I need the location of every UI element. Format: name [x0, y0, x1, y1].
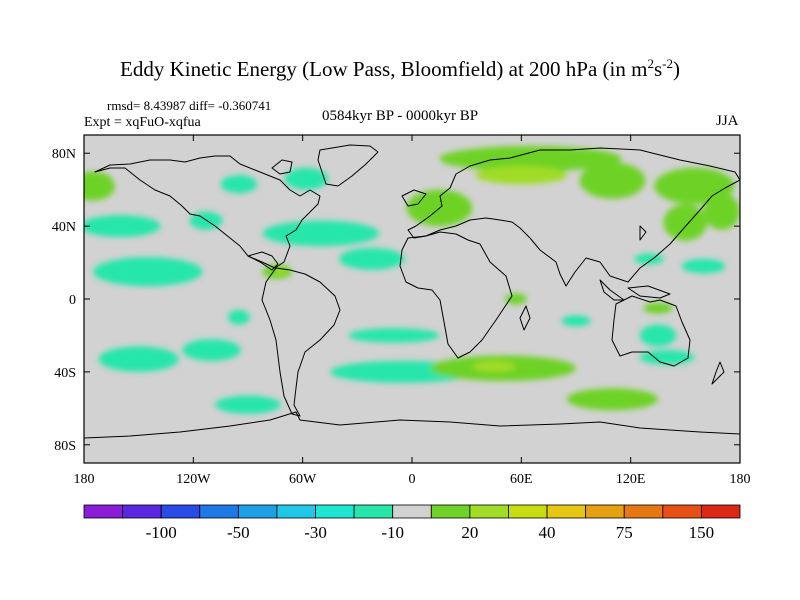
coastlines — [84, 144, 740, 439]
stats-label: rmsd= 8.43987 diff= -0.360741 — [107, 98, 272, 113]
colorbar-box — [237, 504, 278, 519]
chart-title: Eddy Kinetic Energy (Low Pass, Bloomfiel… — [120, 56, 680, 81]
colorbar-box — [546, 504, 587, 519]
anomaly-region-siberia-core — [475, 165, 567, 185]
x-tick-label: 60W — [289, 472, 317, 487]
anomaly-region-e-pacific — [93, 257, 203, 287]
anomaly-region-w-pacific-trop2 — [634, 253, 664, 265]
colorbar-box — [430, 504, 471, 519]
colorbar-box — [353, 504, 394, 519]
x-tick-label: 180 — [730, 472, 751, 487]
anomaly-region-indian-s2 — [566, 388, 658, 411]
axes: 180 120W 60W 0 60E 120E 180 80N 40N 0 40S 80S — [52, 135, 751, 487]
anomaly-region-indian-mid — [561, 315, 591, 327]
colorbar-box — [160, 504, 201, 519]
colorbar-box — [83, 504, 123, 519]
anomaly-region-hudson — [284, 167, 329, 190]
anomaly-region-s-america-c — [227, 309, 250, 325]
colorbar-box — [585, 504, 625, 519]
anomaly-region-caribbean-yellow — [275, 268, 287, 276]
colorbar-label: -50 — [227, 523, 250, 542]
anomaly-region-s-chile — [215, 395, 281, 414]
colorbar-box — [392, 504, 432, 519]
anomaly-region-australia — [639, 324, 677, 347]
anomaly-region-w-pacific-trop — [681, 258, 726, 274]
anomaly-region-n-atlantic — [262, 220, 380, 247]
y-tick-label: 80N — [52, 147, 76, 162]
anomaly-region-arabia — [504, 293, 527, 305]
x-tick-label: 60E — [510, 472, 533, 487]
anomaly-region-nw-pacific-lo — [663, 204, 708, 241]
anomaly-region-s-pacific — [98, 346, 179, 372]
colorbar-box — [508, 504, 548, 519]
x-tick-label: 120E — [616, 472, 646, 487]
experiment-label: Expt = xqFuO-xqfua — [84, 115, 201, 130]
colorbar-box — [701, 504, 741, 519]
colorbar-box — [122, 504, 162, 519]
colorbar-box — [276, 504, 316, 519]
colorbar-label: 40 — [539, 523, 556, 542]
anomaly-region-s-pacific-2 — [182, 339, 241, 361]
anomaly-region-canada — [220, 175, 258, 194]
colorbar-box — [469, 504, 509, 519]
y-tick-label: 40N — [52, 220, 76, 235]
x-tick-label: 120W — [176, 472, 211, 487]
season-label: JJA — [716, 113, 739, 129]
anomaly-region-australia-c — [639, 350, 695, 365]
colorbar-label: 75 — [616, 523, 633, 542]
colorbar-label: 20 — [461, 523, 478, 542]
anomaly-regions — [84, 145, 740, 414]
colorbar: -100 -50 -30 -10 20 40 75 150 — [83, 504, 741, 542]
anomaly-region-pacific-east — [703, 193, 740, 230]
anomaly-region-n-pacific — [84, 215, 161, 238]
colorbar-box — [623, 504, 664, 519]
anomaly-region-atlantic-tropic — [339, 247, 405, 270]
colorbar-label: 150 — [689, 523, 715, 542]
anomaly-region-indian-s-core — [472, 360, 516, 372]
anomaly-region-central-asia — [579, 162, 646, 199]
y-tick-label: 40S — [54, 366, 76, 381]
anomaly-region-s-atlantic — [348, 328, 440, 343]
anomaly-region-n-pacific-west — [84, 171, 115, 201]
anomaly-region-siberia — [439, 145, 622, 172]
y-tick-label: 0 — [69, 293, 76, 308]
period-label: 0584kyr BP - 0000kyr BP — [322, 108, 479, 124]
colorbar-box — [199, 504, 239, 519]
colorbar-label: -30 — [304, 523, 327, 542]
colorbar-label: -10 — [381, 523, 404, 542]
colorbar-box — [662, 504, 702, 519]
x-tick-label: 180 — [74, 472, 95, 487]
y-tick-label: 80S — [54, 439, 76, 454]
colorbar-label: -100 — [146, 523, 177, 542]
anomaly-region-australia-n — [643, 302, 673, 314]
colorbar-box — [315, 504, 355, 519]
x-tick-label: 0 — [409, 472, 416, 487]
